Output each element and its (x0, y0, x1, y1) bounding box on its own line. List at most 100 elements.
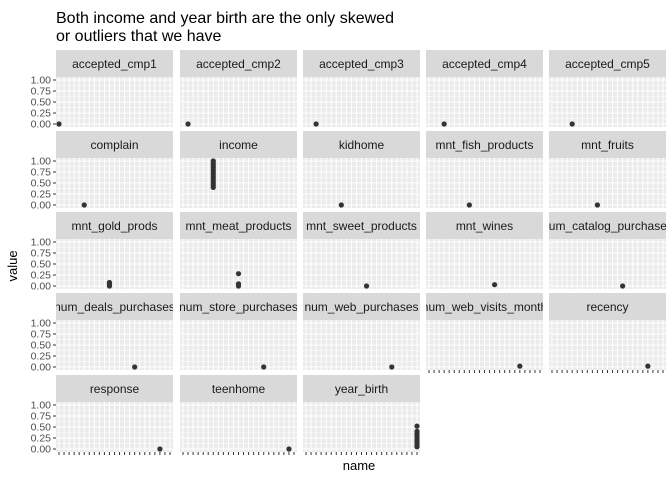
facet-gridlines (56, 77, 173, 127)
facet-gridlines (180, 320, 297, 370)
data-point (185, 121, 191, 127)
data-point (645, 363, 651, 369)
facet-points (414, 423, 420, 450)
facet-strip-label: mnt_meat_products (185, 219, 291, 233)
y-axis-ticks: 1.000.750.500.250.00 (31, 237, 56, 293)
x-axis-ticks (58, 452, 171, 455)
y-tick-label: 0.25 (31, 189, 52, 201)
data-point (491, 282, 498, 288)
facet-strip-label: complain (90, 138, 138, 152)
y-tick-label: 0.00 (31, 362, 52, 374)
facet-strip (56, 212, 173, 239)
y-axis-ticks: 1.000.750.500.250.00 (31, 318, 56, 374)
y-tick-label: 0.00 (31, 281, 52, 293)
facet-mnt_sweet_products: mnt_sweet_products (303, 212, 420, 289)
facet-points (313, 121, 319, 127)
facet-recency: recency (549, 293, 666, 373)
facet-strip (426, 50, 543, 77)
facet-points (389, 364, 395, 370)
facet-points (106, 279, 113, 289)
facet-points (491, 282, 498, 288)
data-point (594, 202, 601, 208)
facet-strip (303, 293, 420, 320)
facet-num_deals_purchases: num_deals_purchases 1.000.750.500.250.00 (31, 293, 175, 374)
y-tick-label: 0.00 (31, 119, 52, 131)
facet-mnt_fruits: mnt_fruits (549, 131, 666, 208)
facet-accepted_cmp4: accepted_cmp4 (426, 50, 543, 127)
facet-strip-label: accepted_cmp3 (319, 57, 404, 71)
y-tick-label: 0.00 (31, 444, 52, 456)
y-tick-label: 0.25 (31, 433, 52, 445)
data-point (569, 121, 575, 127)
y-axis-title: value (5, 250, 20, 281)
facet-strip-label: mnt_gold_prods (71, 219, 157, 233)
facet-points (594, 202, 601, 208)
y-tick-label: 0.25 (31, 270, 52, 282)
facet-strip-label: year_birth (335, 382, 388, 396)
facet-points (157, 446, 163, 452)
facet-strip (56, 293, 173, 320)
facet-strip-label: num_deals_purchases (54, 300, 175, 314)
data-point (466, 202, 472, 208)
facet-strip-label: mnt_wines (456, 219, 513, 233)
data-point (363, 283, 370, 289)
facet-strip (180, 50, 297, 77)
facet-strip-label: num_web_purchases (304, 300, 418, 314)
facet-strip (56, 131, 173, 158)
y-tick-label: 1.00 (31, 75, 52, 87)
y-axis-ticks: 1.000.750.500.250.00 (31, 156, 56, 212)
y-tick-label: 1.00 (31, 156, 52, 168)
y-axis-ticks: 1.000.750.500.250.00 (31, 75, 56, 131)
data-point (261, 364, 267, 370)
facet-points (517, 363, 523, 369)
facet-gridlines (180, 402, 297, 452)
facet-strip-label: mnt_fruits (581, 138, 634, 152)
data-point (414, 428, 420, 434)
facet-gridlines (303, 239, 420, 289)
data-point (620, 283, 626, 289)
data-point (414, 423, 420, 429)
facet-mnt_meat_products: mnt_meat_products (180, 212, 297, 289)
y-tick-label: 0.25 (31, 351, 52, 363)
data-point (235, 281, 242, 287)
facet-year_birth: year_birth (303, 375, 420, 455)
chart-title-line-1: Both income and year birth are the only … (56, 10, 394, 27)
facet-strip-label: accepted_cmp5 (565, 57, 650, 71)
y-axis-ticks: 1.000.750.500.250.00 (31, 400, 56, 456)
facet-income: income (180, 131, 297, 208)
y-tick-label: 0.25 (31, 108, 52, 120)
x-axis-ticks (305, 452, 418, 455)
x-axis-ticks (551, 370, 664, 373)
facet-gridlines (549, 77, 666, 127)
data-point (338, 202, 344, 208)
facet-kidhome: kidhome (303, 131, 420, 208)
facet-gridlines (549, 239, 666, 289)
facet-accepted_cmp1: accepted_cmp1 1.000.750.500.250.00 (31, 50, 173, 131)
facet-strip (56, 375, 173, 402)
facet-strip (180, 293, 297, 320)
facet-strip (303, 375, 420, 402)
facet-strip (180, 131, 297, 158)
facet-gridlines (549, 320, 666, 370)
data-point (106, 279, 113, 286)
facet-points (441, 121, 447, 127)
y-tick-label: 0.50 (31, 422, 52, 434)
facet-strip (426, 293, 543, 320)
facet-strip-label: teenhome (212, 382, 266, 396)
facet-gridlines (303, 402, 420, 452)
facet-strip-label: accepted_cmp1 (72, 57, 157, 71)
facet-gridlines (303, 77, 420, 127)
facet-mnt_wines: mnt_wines (426, 212, 543, 289)
facet-gridlines (56, 402, 173, 452)
y-tick-label: 1.00 (31, 318, 52, 330)
y-tick-label: 0.75 (31, 329, 52, 341)
x-axis-title: name (343, 458, 376, 473)
y-tick-label: 0.75 (31, 167, 52, 179)
y-tick-label: 0.75 (31, 86, 52, 98)
facet-strip-label: num_store_purchases (179, 300, 298, 314)
data-point (157, 446, 163, 452)
facet-accepted_cmp5: accepted_cmp5 (549, 50, 666, 127)
facet-points (261, 364, 267, 370)
facet-strip (303, 212, 420, 239)
